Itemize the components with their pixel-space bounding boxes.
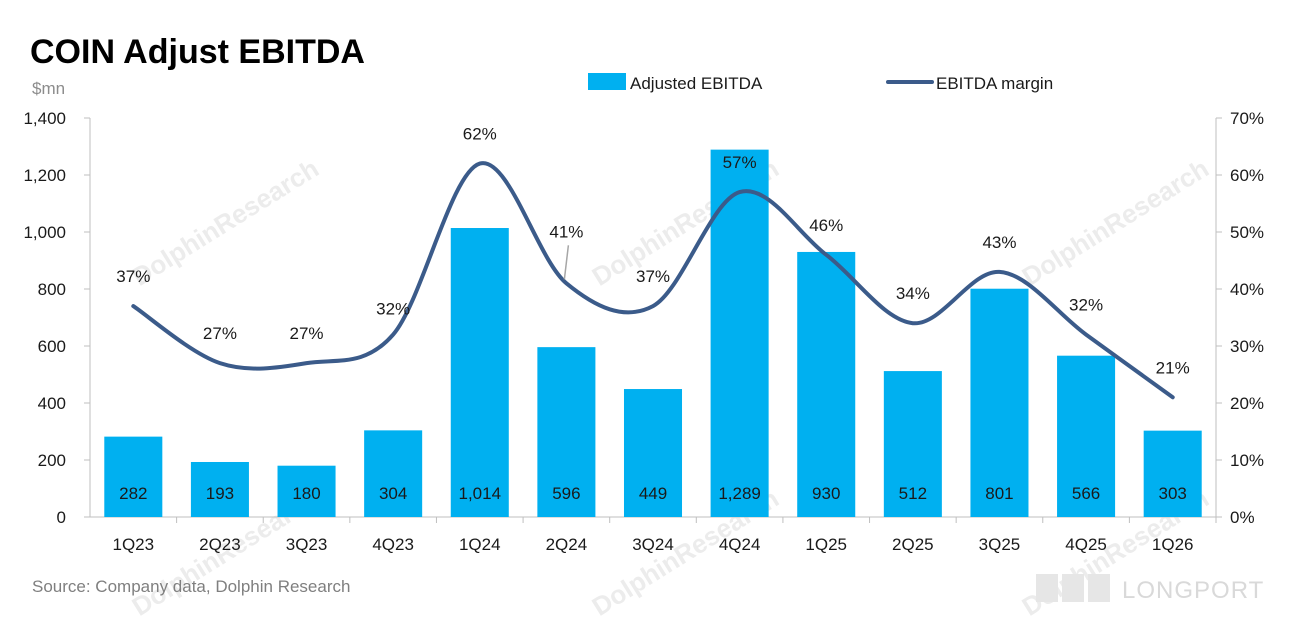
left-tick-label: 800 [38,280,66,299]
x-category-label: 2Q23 [199,535,241,554]
margin-value-label: 43% [982,233,1016,252]
legend-line-label: EBITDA margin [936,74,1053,93]
right-tick-label: 50% [1230,223,1264,242]
x-category-label: 2Q24 [546,535,588,554]
ebitda-bar-value: 193 [206,484,234,503]
x-category-label: 1Q25 [805,535,847,554]
right-tick-label: 30% [1230,337,1264,356]
legend: Adjusted EBITDA EBITDA margin [588,73,1053,93]
left-tick-label: 200 [38,451,66,470]
margin-value-label: 46% [809,216,843,235]
bar-series [104,149,1202,517]
ebitda-bar [537,347,596,517]
x-category-label: 3Q24 [632,535,674,554]
ebitda-bar [1057,355,1116,517]
left-tick-label: 1,200 [23,166,66,185]
ebitda-bar [970,288,1029,517]
x-category-label: 4Q23 [372,535,414,554]
ebitda-bar-value: 303 [1159,484,1187,503]
ebitda-bar-value: 930 [812,484,840,503]
bar-value-labels: 282 193 180 304 1,014 596 449 1,289 930 512 801 566… [119,484,1187,503]
left-tick-label: 1,400 [23,109,66,128]
chart-title: COIN Adjust EBITDA [30,33,365,71]
x-category-label: 4Q24 [719,535,761,554]
ebitda-bar-value: 596 [552,484,580,503]
margin-value-label: 37% [116,267,150,286]
brand-logo: LONGPORT [1036,574,1264,604]
x-category-label: 4Q25 [1065,535,1107,554]
x-category-label: 1Q23 [113,535,155,554]
x-category-label: 2Q25 [892,535,934,554]
left-tick-label: 0 [57,508,66,527]
unit-label: $mn [32,79,65,98]
brand-logo-block-left [1036,574,1058,602]
right-tick-label: 40% [1230,280,1264,299]
ebitda-bar-value: 566 [1072,484,1100,503]
ebitda-bar [710,149,769,517]
ebitda-bar [883,371,942,517]
ebitda-bar-value: 304 [379,484,407,503]
margin-value-label: 21% [1156,358,1190,377]
margin-value-label: 32% [376,300,410,319]
x-category-label: 3Q25 [979,535,1021,554]
left-tick-label: 1,000 [23,223,66,242]
margin-value-label: 32% [1069,296,1103,315]
brand-logo-block-right [1088,574,1110,602]
ebitda-bar-value: 1,289 [718,484,761,503]
legend-bar-label: Adjusted EBITDA [630,74,763,93]
x-category-label: 1Q24 [459,535,501,554]
ebitda-bar [364,430,423,517]
margin-value-label: 41% [549,222,583,241]
margin-value-label: 27% [290,324,324,343]
margin-value-label: 57% [723,153,757,172]
margin-line-series [131,161,1175,400]
brand-logo-block-mid [1062,574,1084,602]
ebitda-bar [104,436,163,517]
margin-value-label: 62% [463,125,497,144]
ebitda-bar [797,251,856,517]
ebitda-bar [277,465,336,517]
left-tick-label: 600 [38,337,66,356]
ebitda-bar-value: 282 [119,484,147,503]
margin-value-label: 34% [896,284,930,303]
ebitda-bar-value: 449 [639,484,667,503]
source-note: Source: Company data, Dolphin Research [32,577,350,596]
right-tick-label: 10% [1230,451,1264,470]
ebitda-margin-line [131,161,1175,400]
ebitda-bar-value: 512 [899,484,927,503]
right-tick-label: 70% [1230,109,1264,128]
legend-bar-swatch [588,73,626,90]
ebitda-bar [190,461,249,517]
left-tick-label: 400 [38,394,66,413]
watermark-text: DolphinResearch [1017,153,1214,292]
margin-label-leader [563,245,570,280]
margin-value-label: 37% [636,267,670,286]
watermark-text: DolphinResearch [127,153,324,292]
margin-value-labels: 37% 27% 27% 32% 62% 41% 37% 57% 46% 34% 43% 32% 21% [116,125,1189,378]
right-axis-ticks: 0% 10% 20% 30% 40% 50% 60% 70% [1216,109,1264,527]
x-category-label: 1Q26 [1152,535,1194,554]
x-category-label: 3Q23 [286,535,328,554]
brand-wordmark: LONGPORT [1122,577,1264,604]
right-tick-label: 20% [1230,394,1264,413]
ebitda-bar-value: 1,014 [458,484,501,503]
ebitda-bar [1143,430,1202,517]
right-tick-label: 0% [1230,508,1255,527]
ebitda-bar-value: 801 [985,484,1013,503]
left-axis-ticks: 0 200 400 600 800 1,000 1,200 1,400 [23,109,90,527]
margin-value-label: 27% [203,324,237,343]
ebitda-bar [623,389,683,517]
ebitda-bar [450,228,509,517]
right-tick-label: 60% [1230,166,1264,185]
x-axis-categories: 1Q23 2Q23 3Q23 4Q23 1Q24 2Q24 3Q24 4Q24 1Q25 2Q25… [113,517,1217,554]
ebitda-bar-value: 180 [292,484,320,503]
